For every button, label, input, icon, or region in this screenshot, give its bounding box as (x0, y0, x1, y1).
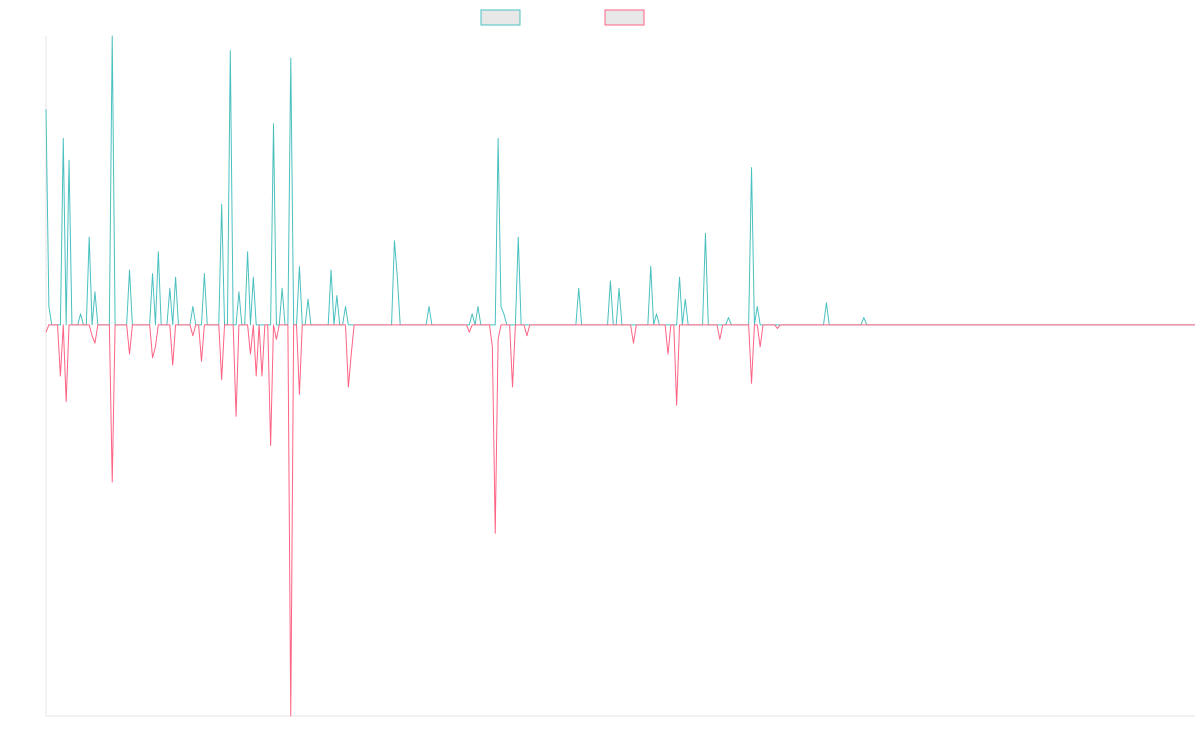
series-line-1 (45, 35, 1195, 326)
legend-item-2[interactable] (604, 9, 645, 26)
legend-swatch (480, 9, 521, 26)
legend-item-1[interactable] (480, 9, 521, 26)
series-line-2 (45, 324, 1195, 717)
axes (45, 36, 1195, 717)
legend[interactable] (480, 9, 645, 26)
series-layer (45, 35, 1195, 717)
legend-swatch (604, 9, 645, 26)
